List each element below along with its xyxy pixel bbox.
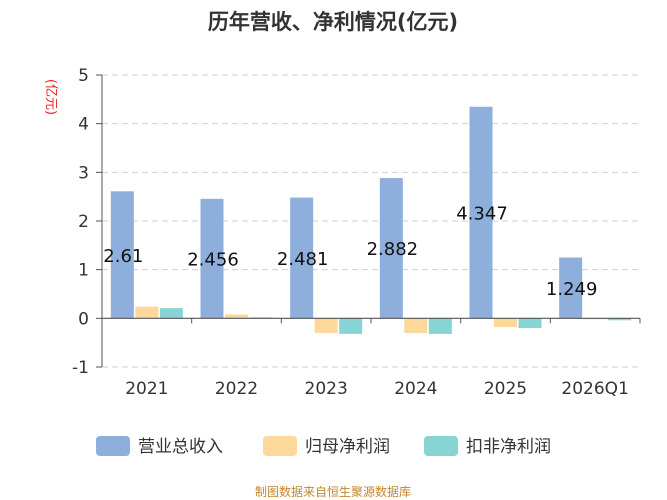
bar-1-2023[interactable] bbox=[290, 197, 314, 319]
data-label: 2.481 bbox=[277, 249, 329, 270]
bar-3-2023[interactable] bbox=[339, 318, 363, 334]
bar-2-2022[interactable] bbox=[225, 314, 248, 319]
chart-title: 历年营收、净利情况(亿元) bbox=[208, 10, 458, 34]
data-label: 2.61 bbox=[103, 246, 143, 267]
legend-swatch bbox=[96, 436, 130, 456]
legend-swatch bbox=[263, 436, 297, 456]
y-tick-label: 3 bbox=[78, 163, 89, 183]
bar-2-2023[interactable] bbox=[314, 318, 338, 333]
y-axis-unit: (亿元) bbox=[43, 79, 58, 115]
x-tick-label: 2021 bbox=[125, 379, 168, 399]
y-tick-label: 5 bbox=[78, 66, 89, 86]
x-tick-label: 2022 bbox=[215, 379, 258, 399]
bars bbox=[110, 106, 632, 334]
legend-item-deducted-profit[interactable]: 扣非净利润 bbox=[424, 436, 551, 457]
bar-1-2026Q1[interactable] bbox=[559, 257, 583, 319]
bar-2-2025[interactable] bbox=[494, 318, 517, 328]
axes: -1 0 1 2 3 4 5 2021 2022 2023 2024 2025 2026Q1 bbox=[72, 66, 641, 399]
x-tick-label: 2024 bbox=[394, 379, 437, 399]
data-label: 2.882 bbox=[367, 239, 419, 260]
bar-1-2021[interactable] bbox=[110, 191, 134, 319]
bar-3-2024[interactable] bbox=[428, 318, 452, 334]
y-tick-label: -1 bbox=[72, 358, 89, 378]
legend-label: 扣非净利润 bbox=[466, 437, 551, 457]
legend-label: 营业总收入 bbox=[138, 437, 223, 457]
bar-1-2025[interactable] bbox=[469, 106, 493, 319]
bar-1-2024[interactable] bbox=[379, 178, 403, 319]
legend-item-revenue[interactable]: 营业总收入 bbox=[96, 436, 223, 457]
data-label: 1.249 bbox=[546, 279, 598, 300]
legend-item-net-profit[interactable]: 归母净利润 bbox=[263, 436, 390, 457]
x-tick-label: 2026Q1 bbox=[561, 379, 628, 399]
legend[interactable]: 营业总收入 归母净利润 扣非净利润 bbox=[96, 436, 551, 457]
bar-2-2021[interactable] bbox=[135, 306, 159, 319]
bar-1-2022[interactable] bbox=[200, 198, 224, 319]
source-note: 制图数据来自恒生聚源数据库 bbox=[255, 484, 411, 499]
legend-label: 归母净利润 bbox=[305, 437, 390, 457]
bar-3-2025[interactable] bbox=[518, 318, 542, 329]
y-tick-label: 4 bbox=[78, 115, 89, 135]
y-tick-label: 1 bbox=[78, 261, 89, 281]
bar-2-2024[interactable] bbox=[404, 318, 428, 333]
y-tick-label: 0 bbox=[78, 309, 89, 329]
data-label: 2.456 bbox=[187, 250, 239, 271]
x-tick-label: 2023 bbox=[305, 379, 348, 399]
bar-3-2021[interactable] bbox=[159, 308, 183, 319]
legend-swatch bbox=[424, 436, 458, 456]
y-tick-label: 2 bbox=[78, 212, 89, 232]
data-label: 4.347 bbox=[456, 204, 508, 225]
data-labels: 2.61 2.456 2.481 2.882 4.347 1.249 bbox=[103, 204, 597, 300]
x-tick-label: 2025 bbox=[484, 379, 527, 399]
bar-3-2026Q1[interactable] bbox=[608, 318, 632, 321]
